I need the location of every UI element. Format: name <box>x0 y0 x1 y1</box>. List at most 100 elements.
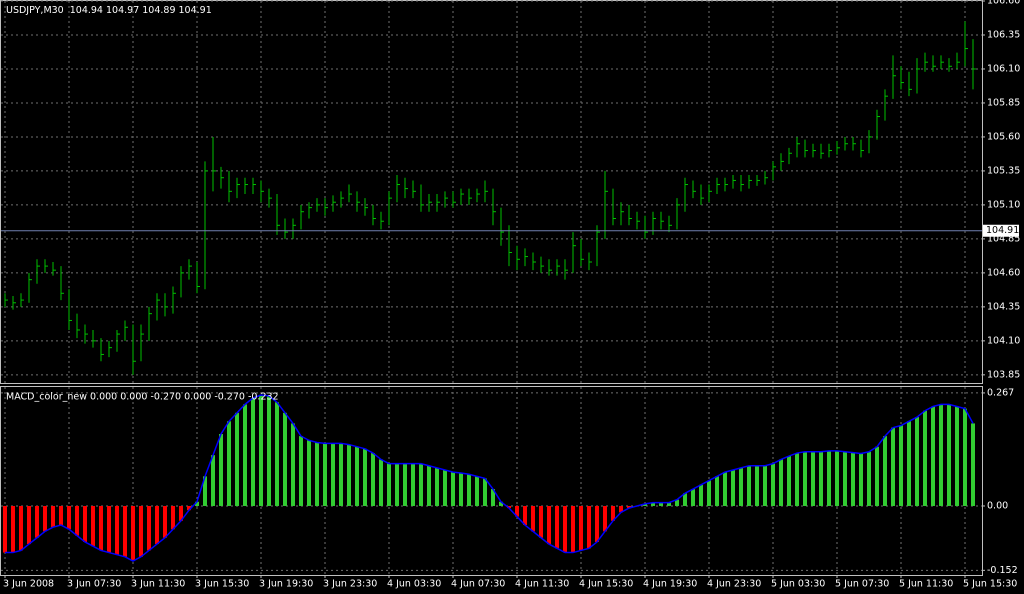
macd-bar <box>883 436 887 506</box>
x-tick-label: 4 Jun 11:30 <box>515 579 569 590</box>
macd-bar <box>387 463 391 506</box>
macd-bar <box>315 442 319 506</box>
x-tick-label: 5 Jun 15:30 <box>963 579 1017 590</box>
macd-bar <box>659 502 663 506</box>
macd-bar <box>715 476 719 506</box>
macd-bar <box>515 505 519 517</box>
macd-bar <box>171 505 175 530</box>
x-tick-label: 3 Jun 07:30 <box>67 579 121 590</box>
macd-bar <box>267 395 271 506</box>
macd-bar <box>739 467 743 506</box>
y-tick-label: 105.85 <box>987 97 1020 108</box>
macd-bar <box>699 484 703 506</box>
macd-bar <box>603 505 607 532</box>
macd-bar <box>675 499 679 506</box>
y-tick-label: 0.267 <box>987 387 1014 398</box>
macd-bar <box>827 450 831 506</box>
macd-bar <box>283 412 287 506</box>
macd-bar <box>915 417 919 506</box>
y-tick-label: -0.152 <box>987 565 1018 576</box>
macd-bar <box>571 505 575 553</box>
macd-bar <box>187 505 191 511</box>
x-tick-label: 3 Jun 2008 <box>3 579 54 590</box>
macd-bar <box>11 505 15 553</box>
bid-label-box <box>983 224 1019 237</box>
y-tick-label: 106.60 <box>987 0 1020 7</box>
x-tick-label: 5 Jun 07:30 <box>835 579 889 590</box>
macd-line <box>5 394 974 562</box>
ohlc-text: 104.94 104.97 104.89 104.91 <box>70 5 212 16</box>
macd-bar <box>899 425 903 506</box>
macd-bar <box>107 505 111 553</box>
macd-bar <box>483 478 487 506</box>
macd-bar <box>363 448 367 506</box>
macd-bar <box>547 505 551 545</box>
y-tick-label: 103.85 <box>987 369 1020 380</box>
x-tick-label: 4 Jun 07:30 <box>451 579 505 590</box>
macd-bar <box>131 505 135 562</box>
macd-bar <box>99 505 103 551</box>
macd-bar <box>619 505 623 513</box>
macd-bar <box>403 463 407 506</box>
macd-bar <box>147 505 151 551</box>
macd-bar <box>419 463 423 506</box>
macd-bar <box>579 505 583 551</box>
y-tick-label: 0.00 <box>987 500 1008 511</box>
macd-bar <box>331 443 335 506</box>
macd-bar <box>875 446 879 506</box>
x-tick-label: 4 Jun 15:30 <box>579 579 633 590</box>
macd-bar <box>347 444 351 506</box>
x-tick-label: 4 Jun 19:30 <box>643 579 697 590</box>
y-tick-label: 106.10 <box>987 63 1020 74</box>
macd-bar <box>955 406 959 506</box>
y-tick-label: 104.35 <box>987 301 1020 312</box>
pane-title: USDJPY,M30 104.94 104.97 104.89 104.91 <box>6 5 212 16</box>
macd-bar <box>395 463 399 506</box>
x-tick-label: 4 Jun 03:30 <box>387 579 441 590</box>
macd-bar <box>435 467 439 506</box>
macd-bar <box>795 453 799 506</box>
macd-bar <box>179 505 183 521</box>
macd-bar <box>443 469 447 506</box>
macd-bar <box>755 465 759 506</box>
macd-bar <box>275 402 279 506</box>
macd-bar <box>707 480 711 506</box>
macd-bar <box>371 453 375 506</box>
macd-bar <box>43 505 47 532</box>
macd-bar <box>923 410 927 506</box>
pane-title: MACD_color_new 0.000 0.000 -0.270 0.000 … <box>6 392 279 403</box>
macd-bar <box>19 505 23 551</box>
macd-bar <box>723 472 727 506</box>
macd-bar <box>499 501 503 506</box>
macd-bar <box>475 476 479 506</box>
x-tick-label: 3 Jun 23:30 <box>323 579 377 590</box>
macd-bar <box>843 451 847 506</box>
macd-bar <box>507 505 511 509</box>
macd-bar <box>867 451 871 506</box>
macd-bar <box>163 505 167 538</box>
y-tick-label: 105.60 <box>987 131 1020 142</box>
macd-bar <box>59 505 63 526</box>
macd-bar <box>323 443 327 506</box>
macd-bar <box>947 404 951 506</box>
x-tick-label: 3 Jun 11:30 <box>131 579 185 590</box>
y-tick-label: 104.10 <box>987 335 1020 346</box>
y-tick-label: 104.85 <box>987 233 1020 244</box>
macd-bar <box>563 505 567 553</box>
y-tick-label: 105.35 <box>987 165 1020 176</box>
bid-label: 104.91 <box>986 225 1019 236</box>
macd-bar <box>75 505 79 536</box>
macd-bar <box>731 469 735 506</box>
macd-bar <box>235 412 239 506</box>
macd-bar <box>139 505 143 557</box>
macd-bar <box>651 502 655 506</box>
macd-bar <box>91 505 95 547</box>
x-tick-label: 3 Jun 15:30 <box>195 579 249 590</box>
macd-bar <box>299 436 303 506</box>
macd-bar <box>195 501 199 506</box>
macd-bar <box>643 503 647 506</box>
macd-bar <box>3 505 7 553</box>
macd-bar <box>811 451 815 506</box>
macd-bar <box>611 505 615 521</box>
